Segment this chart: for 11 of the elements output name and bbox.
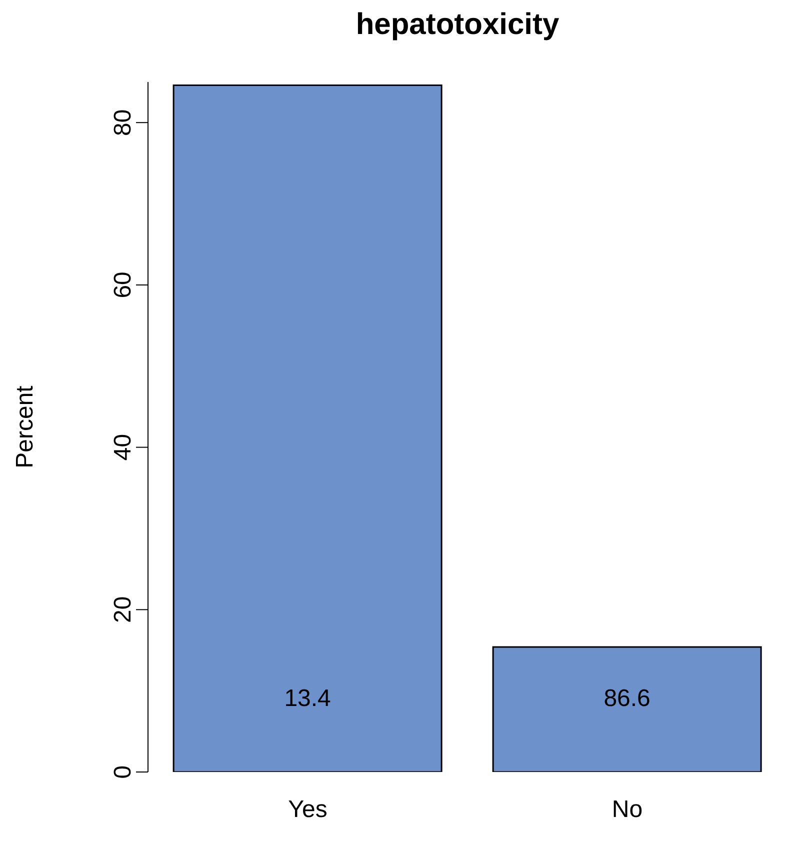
y-axis-title: Percent bbox=[12, 385, 39, 468]
y-tick-label: 40 bbox=[110, 434, 137, 461]
chart-title: hepatotoxicity bbox=[354, 8, 560, 42]
y-tick-label: 80 bbox=[110, 109, 137, 136]
y-tick-label: 60 bbox=[110, 272, 137, 298]
y-tick-label: 20 bbox=[110, 596, 137, 623]
annotation: 86.6 bbox=[604, 685, 650, 712]
x-tick-label: Yes bbox=[288, 796, 328, 824]
annotation: 13.4 bbox=[284, 685, 331, 712]
y-tick-label: 0 bbox=[110, 765, 137, 779]
x-tick-label: No bbox=[612, 796, 643, 824]
